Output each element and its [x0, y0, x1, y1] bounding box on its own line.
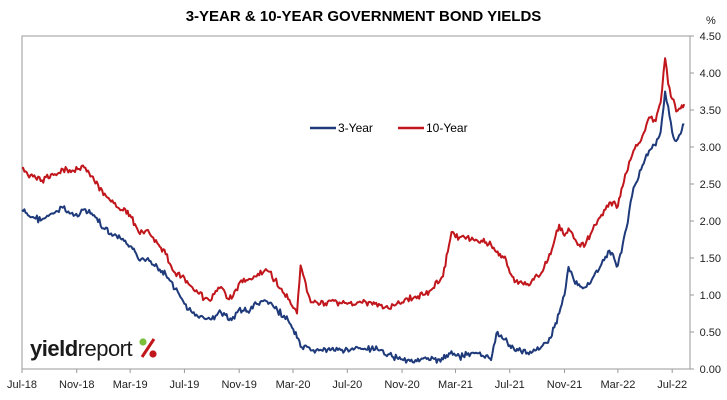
x-tick-label: Nov-18 — [59, 379, 94, 391]
axes: 0.00 0.50 1.00 1.50 2.00 2.50 3.00 3.50 4.00 4.50… — [7, 15, 721, 391]
x-tick-label: Nov-20 — [384, 379, 419, 391]
y-tick-label: 1.50 — [700, 253, 721, 265]
y-axis-label: % — [706, 15, 716, 27]
x-tick-label: Mar-20 — [276, 379, 311, 391]
y-tick-label: 2.00 — [700, 216, 721, 228]
x-tick-label: Nov-19 — [221, 379, 256, 391]
logo-part-report: report — [77, 336, 133, 361]
x-tick-label: Jul-22 — [657, 379, 687, 391]
y-tick-label: 0.00 — [700, 364, 721, 376]
logo-part-yield: yield — [30, 336, 78, 361]
y-tick-label: 3.00 — [700, 142, 721, 154]
y-tick-label: 4.00 — [700, 68, 721, 80]
y-tick-label: 4.50 — [700, 31, 721, 43]
yieldreport-logo: yieldreport — [30, 336, 158, 362]
y-tick-label: 3.50 — [700, 105, 721, 117]
x-tick-label: Jul-19 — [169, 379, 199, 391]
x-tick-label: Mar-19 — [113, 379, 148, 391]
chart-title: 3-YEAR & 10-YEAR GOVERNMENT BOND YIELDS — [185, 8, 542, 25]
x-tick-label: Nov-21 — [547, 379, 582, 391]
series-line-3-year — [21, 90, 685, 364]
percent-logo-icon — [139, 338, 157, 358]
x-tick-label: Jul-21 — [495, 379, 525, 391]
x-tick-label: Mar-21 — [438, 379, 473, 391]
x-tick-label: Mar-22 — [600, 379, 635, 391]
y-tick-label: 0.50 — [700, 327, 721, 339]
legend-label-10-year: 10-Year — [426, 121, 468, 135]
x-tick-label: Jul-18 — [7, 379, 37, 391]
legend-label-3-year: 3-Year — [338, 121, 373, 135]
legend: 3-Year 10-Year — [310, 121, 468, 135]
y-tick-label: 1.00 — [700, 290, 721, 302]
series-line-10-year — [21, 57, 686, 315]
y-tick-label: 2.50 — [700, 179, 721, 191]
x-tick-label: Jul-20 — [332, 379, 362, 391]
plot-frame — [21, 35, 691, 370]
series-layer — [21, 57, 686, 364]
